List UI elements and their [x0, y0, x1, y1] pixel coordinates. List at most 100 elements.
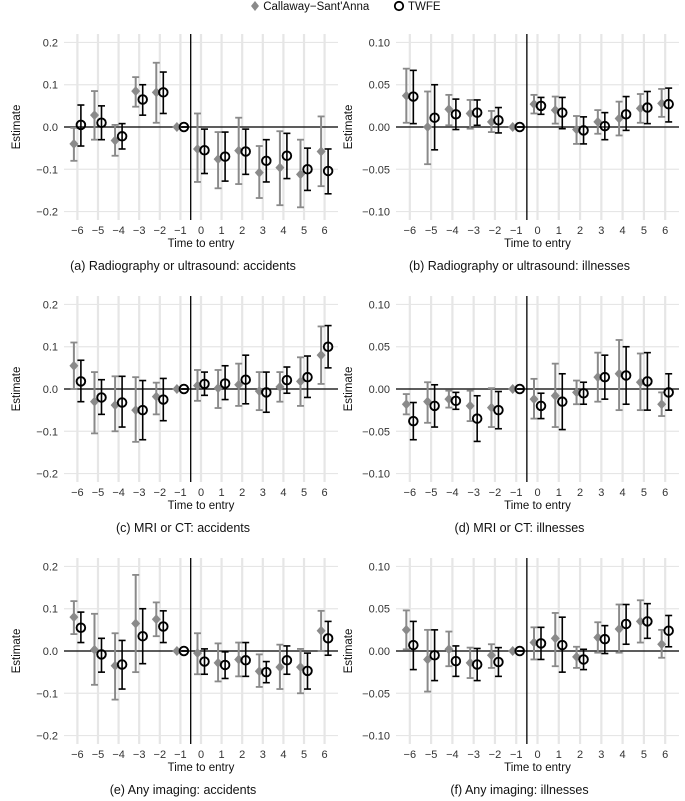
callaway-point — [529, 394, 539, 405]
x-tick-label: −3 — [133, 749, 146, 761]
panel-a: −0.2 −0.1 0.0 0.1 0.2 −6 −5 −4 −3 −2 −1 0 1 2 3 4 5 6 Time… — [11, 34, 338, 273]
twfe-point — [471, 659, 483, 670]
x-tick-label: −2 — [489, 749, 502, 761]
y-axis-label: Estimate — [343, 629, 355, 674]
x-tick-label: 4 — [620, 749, 626, 761]
x-tick-label: −4 — [112, 225, 125, 237]
x-tick-label: 2 — [239, 749, 245, 761]
x-tick-label: 5 — [301, 749, 307, 761]
callaway-point — [89, 110, 99, 121]
y-tick-label: 0.1 — [43, 604, 58, 616]
twfe-point — [96, 392, 107, 403]
panel-caption: (b) Radiography or ultrasound: illnesses — [409, 259, 630, 273]
twfe-point — [557, 639, 568, 651]
x-tick-label: −6 — [404, 749, 417, 761]
y-tick-label: 0.10 — [369, 561, 390, 573]
x-tick-label: 1 — [219, 225, 225, 237]
callaway-point — [234, 379, 244, 390]
callaway-point — [657, 639, 667, 650]
x-tick-label: 4 — [280, 749, 286, 761]
twfe-point — [158, 87, 169, 98]
y-tick-label: −0.05 — [362, 688, 390, 700]
y-tick-label: 0.0 — [43, 122, 58, 134]
callaway-point — [657, 399, 667, 410]
twfe-point — [620, 370, 632, 381]
y-tick-label: −0.2 — [36, 731, 58, 743]
twfe-point — [620, 109, 632, 120]
x-tick-label: 3 — [598, 225, 604, 237]
twfe-point — [281, 374, 293, 386]
twfe-point — [116, 397, 128, 408]
twfe-point — [178, 645, 190, 657]
panel-e: −0.2 −0.1 0.0 0.1 0.2 −6 −5 −4 −3 −2 −1 0 1 2 3 4 5 6 Time… — [11, 558, 338, 797]
twfe-point — [493, 656, 504, 668]
twfe-point — [429, 400, 440, 412]
x-tick-label: 5 — [641, 749, 647, 761]
callaway-point — [401, 399, 411, 410]
twfe-point — [302, 164, 313, 175]
twfe-point — [493, 114, 504, 126]
twfe-point — [471, 413, 483, 424]
x-tick-label: 0 — [198, 487, 204, 499]
y-tick-label: 0.2 — [43, 561, 58, 573]
twfe-point — [514, 383, 525, 395]
x-tick-label: −6 — [71, 749, 84, 761]
twfe-point — [578, 387, 589, 399]
callaway-point — [69, 612, 79, 623]
x-axis-label: Time to entry — [168, 762, 235, 774]
x-tick-label: −6 — [71, 225, 84, 237]
y-tick-label: 0.1 — [43, 342, 58, 354]
x-tick-label: 1 — [556, 225, 562, 237]
y-tick-label: 0.1 — [43, 80, 58, 92]
twfe-point — [116, 131, 128, 142]
twfe-point — [642, 376, 653, 387]
callaway-point — [550, 390, 560, 401]
twfe-point — [535, 638, 547, 649]
callaway-point — [593, 372, 603, 383]
y-tick-label: −0.2 — [36, 469, 58, 481]
callaway-point — [151, 87, 161, 98]
y-tick-label: −0.2 — [36, 207, 58, 219]
twfe-point — [281, 150, 293, 161]
y-axis-label: Estimate — [343, 105, 355, 150]
y-tick-label: −0.10 — [362, 207, 390, 219]
y-tick-label: 0.05 — [369, 342, 390, 354]
x-axis-label: Time to entry — [168, 500, 235, 512]
twfe-point — [199, 656, 210, 667]
twfe-point — [535, 100, 547, 112]
x-axis-label: Time to entry — [168, 238, 235, 250]
callaway-point — [316, 625, 326, 636]
x-tick-label: −6 — [71, 487, 84, 499]
callaway-point — [193, 648, 202, 659]
callaway-point — [275, 662, 285, 673]
twfe-point — [514, 121, 525, 133]
y-tick-label: −0.1 — [36, 688, 58, 700]
twfe-point — [599, 371, 611, 383]
x-tick-label: −2 — [489, 225, 502, 237]
callaway-point — [316, 146, 326, 157]
legend-twfe-label: TWFE — [408, 1, 441, 13]
twfe-point — [219, 659, 231, 671]
x-tick-label: −5 — [425, 225, 438, 237]
callaway-point — [401, 624, 411, 635]
y-tick-label: −0.05 — [362, 164, 390, 176]
x-tick-label: −1 — [510, 749, 523, 761]
twfe-point — [240, 146, 251, 157]
x-tick-label: 5 — [641, 487, 647, 499]
twfe-point — [199, 378, 210, 390]
x-tick-label: 6 — [322, 749, 328, 761]
twfe-point — [116, 659, 128, 670]
callaway-point — [423, 122, 433, 132]
twfe-point — [75, 622, 87, 634]
twfe-point — [535, 400, 547, 412]
x-tick-label: −3 — [133, 225, 146, 237]
x-tick-label: 1 — [556, 749, 562, 761]
twfe-point — [620, 618, 632, 630]
x-tick-label: 3 — [260, 225, 266, 237]
x-tick-label: −5 — [92, 225, 105, 237]
callaway-point — [635, 616, 645, 627]
y-tick-label: −0.1 — [36, 164, 58, 176]
x-tick-label: −1 — [510, 225, 523, 237]
twfe-point — [261, 387, 272, 398]
